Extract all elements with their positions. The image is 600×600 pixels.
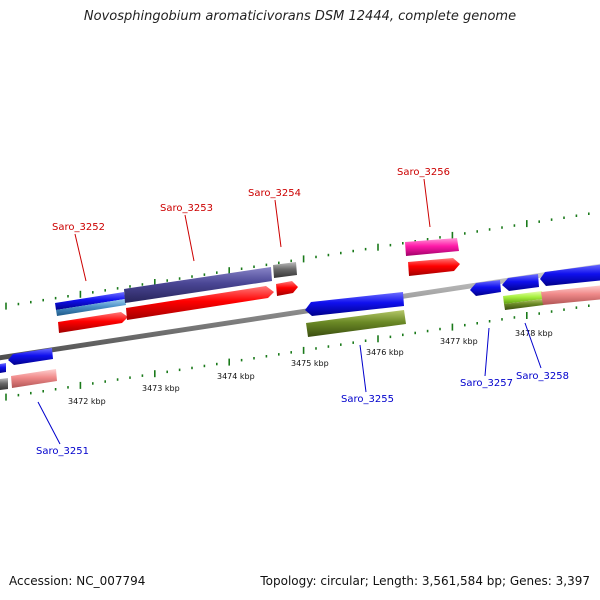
scale-label-3476: 3476 kbp — [366, 348, 404, 357]
gene-label-saro-3254[interactable]: Saro_3254 — [248, 188, 301, 199]
genome-title: Novosphingobium aromaticivorans DSM 1244… — [83, 9, 517, 24]
leader-saro-3258 — [524, 322, 542, 369]
gene-saro-3254-cds[interactable] — [276, 281, 298, 296]
genome-backbone — [0, 263, 600, 361]
gene-saro-3251-arrow[interactable] — [8, 348, 53, 365]
gene-features — [0, 238, 600, 390]
accession-label: Accession: NC_007794 — [9, 574, 146, 588]
leader-saro-3252 — [74, 233, 87, 282]
gene-label-saro-3255[interactable]: Saro_3255 — [341, 394, 394, 405]
gene-saro-3258-arrow[interactable] — [502, 274, 539, 291]
upper-tick-track — [5, 212, 590, 310]
scale-label-3472: 3472 kbp — [68, 397, 106, 406]
gene-saro-3255-rna[interactable] — [306, 310, 406, 337]
gene-block[interactable] — [0, 378, 8, 390]
leader-saro-3253 — [184, 214, 195, 262]
gene-label-saro-3253[interactable]: Saro_3253 — [160, 203, 213, 214]
gene-saro-3252-cds[interactable] — [58, 312, 128, 333]
gene-saro-3257-arrow[interactable] — [470, 280, 501, 296]
leader-saro-3257 — [484, 327, 490, 377]
leader-saro-3255 — [359, 344, 367, 393]
leader-saro-3254 — [274, 199, 282, 248]
gene-saro-3256-top[interactable] — [405, 238, 459, 256]
scale-label-3478: 3478 kbp — [515, 329, 553, 338]
scale-label-3475: 3475 kbp — [291, 359, 329, 368]
gene-saro-3255-arrow[interactable] — [305, 292, 404, 316]
lower-tick-track — [5, 304, 590, 401]
gene-label-saro-3252[interactable]: Saro_3252 — [52, 222, 105, 233]
gene-label-saro-3258[interactable]: Saro_3258 — [516, 371, 569, 382]
gene-label-saro-3257[interactable]: Saro_3257 — [460, 378, 513, 389]
gene-saro-3252-bottom[interactable] — [56, 299, 126, 316]
gene-labels: Saro_3252 Saro_3253 Saro_3254 Saro_3256 … — [36, 167, 569, 457]
gene-saro-3253-cds[interactable] — [126, 286, 274, 320]
genome-summary: Topology: circular; Length: 3,561,584 bp… — [260, 574, 590, 588]
gene-saro-3256-cds[interactable] — [408, 258, 460, 276]
gene-saro-3252-top[interactable] — [55, 292, 125, 310]
label-leaders — [37, 178, 542, 445]
scale-label-3473: 3473 kbp — [142, 384, 180, 393]
leader-saro-3251 — [37, 401, 61, 445]
leader-saro-3256 — [423, 178, 431, 228]
gene-block[interactable] — [540, 264, 600, 286]
gene-saro-3258-rna-top[interactable] — [503, 291, 543, 304]
gene-block[interactable] — [0, 363, 6, 373]
scale-label-3477: 3477 kbp — [440, 337, 478, 346]
scale-label-3474: 3474 kbp — [217, 372, 255, 381]
gene-label-saro-3256[interactable]: Saro_3256 — [397, 167, 450, 178]
gene-block[interactable] — [541, 285, 600, 305]
scale-labels: 3472 kbp 3473 kbp 3474 kbp 3475 kbp 3476… — [68, 329, 553, 406]
gene-saro-3251-rna[interactable] — [11, 369, 57, 388]
gene-saro-3258-rna-bottom[interactable] — [504, 299, 544, 310]
gene-saro-3253-top[interactable] — [124, 267, 272, 303]
gene-saro-3254-top[interactable] — [273, 262, 297, 278]
gene-label-saro-3251[interactable]: Saro_3251 — [36, 446, 89, 457]
